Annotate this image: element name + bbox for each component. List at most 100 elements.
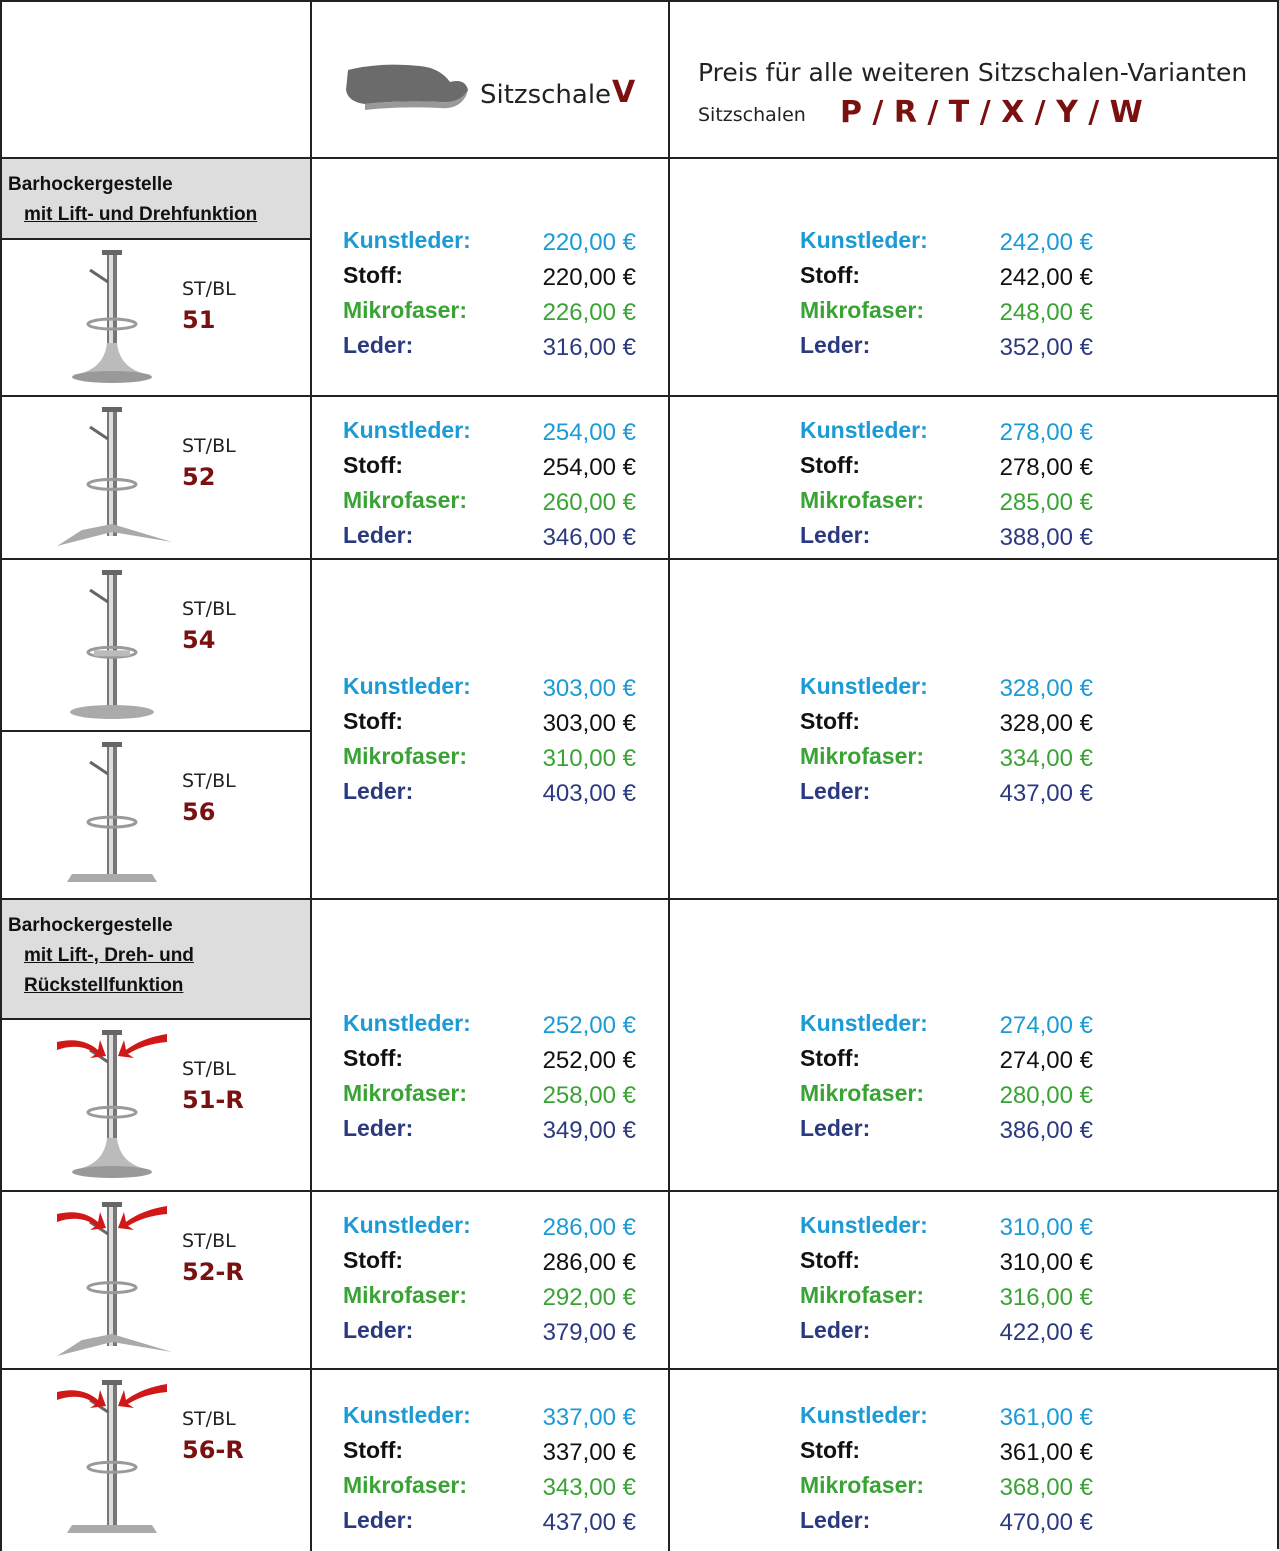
- price-cell: [310, 1368, 670, 1551]
- stool-image: [57, 1380, 167, 1533]
- price: 242,00 €: [999, 264, 1093, 291]
- model-cell: ST/BL 56: [0, 730, 312, 900]
- model-code: 51: [182, 306, 216, 334]
- stool-shape: [72, 343, 152, 375]
- price: 258,00 €: [542, 1082, 636, 1109]
- price: 346,00 €: [542, 524, 636, 551]
- material-label: Stoff:: [800, 708, 861, 734]
- stool-shape: [109, 572, 113, 708]
- stool-image: [72, 250, 152, 383]
- material-label: Leder:: [343, 1317, 414, 1343]
- material-label: Mikrofaser:: [800, 487, 924, 513]
- material-label: Leder:: [800, 522, 871, 548]
- price: 310,00 €: [999, 1249, 1093, 1276]
- material-label: Mikrofaser:: [800, 297, 924, 323]
- price: 310,00 €: [542, 745, 636, 772]
- material-label: Kunstleder:: [343, 673, 471, 699]
- price-cell: [310, 898, 670, 1192]
- material-label: Stoff:: [343, 1437, 404, 1463]
- material-label: Stoff:: [343, 262, 404, 288]
- price-cell: [668, 558, 1279, 900]
- stool-shape: [57, 1334, 172, 1356]
- stool-shape: [102, 1030, 122, 1035]
- stool-shape: [67, 1525, 157, 1533]
- price-cell: [310, 395, 670, 560]
- seat-letter: V: [612, 75, 636, 110]
- price-cell: [668, 1190, 1279, 1370]
- stool-shape: [102, 1380, 122, 1385]
- stool-shape: [86, 1281, 138, 1295]
- model-cell: ST/BL 54: [0, 558, 312, 732]
- material-label: Kunstleder:: [800, 227, 928, 253]
- price: 274,00 €: [999, 1047, 1093, 1074]
- material-label: Stoff:: [343, 452, 404, 478]
- price: 437,00 €: [542, 1509, 636, 1536]
- stool-shape: [94, 650, 130, 657]
- stool-shape: [109, 1382, 113, 1527]
- price: 278,00 €: [999, 454, 1093, 481]
- material-label: Kunstleder:: [343, 1402, 471, 1428]
- other-label: Sitzschalen: [698, 104, 806, 126]
- price: 368,00 €: [999, 1474, 1093, 1501]
- section-subtitle: mit Lift- und Drehfunktion: [24, 204, 258, 225]
- material-label: Mikrofaser:: [343, 487, 467, 513]
- stool-shape: [57, 524, 172, 546]
- material-label: Kunstleder:: [343, 1212, 471, 1238]
- material-label: Mikrofaser:: [343, 1472, 467, 1498]
- material-label: Leder:: [800, 332, 871, 358]
- material-label: Stoff:: [343, 708, 404, 734]
- material-label: Kunstleder:: [800, 673, 928, 699]
- model-code: 52: [182, 463, 216, 491]
- model-cell: ST/BL 52-R: [0, 1190, 312, 1370]
- model-code: 51-R: [182, 1086, 244, 1114]
- stool-shape: [72, 371, 152, 383]
- material-label: Mikrofaser:: [800, 1472, 924, 1498]
- price: 437,00 €: [999, 780, 1093, 807]
- header-other-cell: Preis für alle weiteren Sitzschalen-Vari…: [668, 0, 1279, 159]
- price: 242,00 €: [999, 229, 1093, 256]
- material-label: Mikrofaser:: [800, 1080, 924, 1106]
- material-label: Leder:: [800, 1507, 871, 1533]
- stool-shape: [86, 1105, 138, 1119]
- material-label: Kunstleder:: [800, 1212, 928, 1238]
- model-code: 54: [182, 626, 216, 654]
- price: 303,00 €: [542, 710, 636, 737]
- price: 220,00 €: [542, 229, 636, 256]
- other-title: Preis für alle weiteren Sitzschalen-Vari…: [698, 58, 1248, 87]
- price: 220,00 €: [542, 264, 636, 291]
- stool-image: [70, 570, 154, 719]
- material-label: Mikrofaser:: [343, 297, 467, 323]
- price: 316,00 €: [542, 334, 636, 361]
- price: 349,00 €: [542, 1117, 636, 1144]
- material-label: Mikrofaser:: [343, 1282, 467, 1308]
- price: 254,00 €: [542, 454, 636, 481]
- material-label: Kunstleder:: [343, 1010, 471, 1036]
- model-prefix: ST/BL: [182, 278, 236, 300]
- stool-shape: [72, 1138, 152, 1170]
- stool-shape: [102, 407, 122, 412]
- price: 303,00 €: [542, 675, 636, 702]
- material-label: Leder:: [343, 1115, 414, 1141]
- price: 470,00 €: [999, 1509, 1093, 1536]
- stool-shape: [86, 815, 138, 829]
- price: 352,00 €: [999, 334, 1093, 361]
- model-prefix: ST/BL: [182, 1058, 236, 1080]
- material-label: Leder:: [343, 778, 414, 804]
- price-cell: [668, 1368, 1279, 1551]
- price: 292,00 €: [542, 1284, 636, 1311]
- price: 316,00 €: [999, 1284, 1093, 1311]
- stool-image: [57, 1202, 172, 1356]
- stool-shape: [57, 1212, 106, 1230]
- header-empty-cell: [0, 0, 312, 159]
- model-prefix: ST/BL: [182, 598, 236, 620]
- seat-icon: [346, 64, 468, 110]
- stool-shape: [102, 250, 122, 255]
- section-subtitle: Rückstellfunktion: [24, 975, 184, 996]
- header-v-cell: Sitzschale V: [310, 0, 670, 159]
- model-cell: ST/BL 51: [0, 238, 312, 397]
- stool-shape: [89, 760, 109, 776]
- price: 361,00 €: [999, 1404, 1093, 1431]
- stool-image: [67, 742, 157, 882]
- price: 274,00 €: [999, 1012, 1093, 1039]
- stool-shape: [86, 645, 138, 659]
